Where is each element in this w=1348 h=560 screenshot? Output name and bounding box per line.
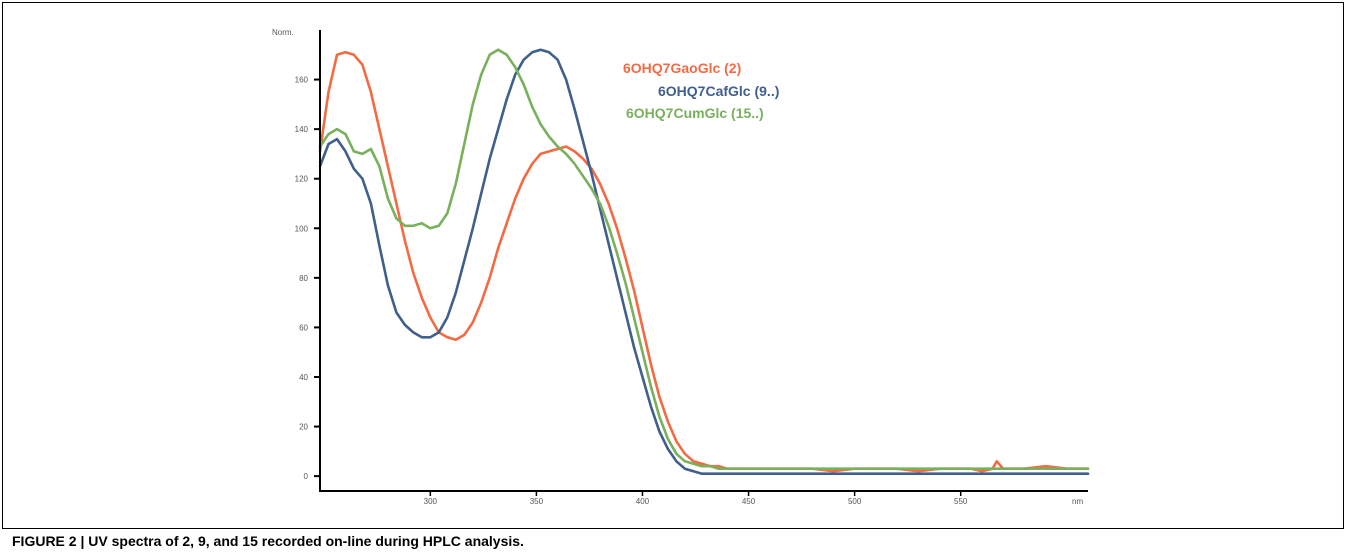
x-tick-label: 550: [954, 497, 968, 506]
uv-spectra-chart: Norm. 0 20 40 60 80 100 120 140 160 nm 300 350 400…: [272, 28, 1090, 506]
legend-label-series-2: 6OHQ7CafGlc (9..): [658, 83, 779, 99]
series-line-3: [318, 48, 1090, 471]
legend: 6OHQ7GaoGlc (2) 6OHQ7CafGlc (9..) 6OHQ7C…: [623, 60, 779, 121]
legend-label-series-1: 6OHQ7GaoGlc (2): [623, 60, 741, 76]
y-tick-label: 160: [295, 76, 309, 85]
series-line-2: [318, 48, 1090, 476]
y-unit-label: Norm.: [272, 28, 294, 37]
y-tick-label: 40: [299, 373, 308, 382]
x-unit-label: nm: [1072, 497, 1083, 506]
y-axis: Norm. 0 20 40 60 80 100 120 140 160: [272, 28, 321, 492]
series-line-1: [318, 50, 1090, 473]
x-tick-label: 500: [848, 497, 862, 506]
legend-label-series-3: 6OHQ7CumGlc (15..): [626, 105, 764, 121]
figure-caption: FIGURE 2 | UV spectra of 2, 9, and 15 re…: [12, 533, 524, 549]
y-tick-label: 20: [299, 423, 308, 432]
y-tick-label: 120: [295, 175, 309, 184]
y-tick-label: 0: [304, 472, 309, 481]
y-tick-label: 60: [299, 323, 308, 332]
figure-frame: [2, 2, 1344, 529]
y-tick-label: 80: [299, 274, 308, 283]
x-tick-label: 450: [742, 497, 756, 506]
x-tick-label: 350: [530, 497, 544, 506]
plot-lines: [318, 48, 1090, 476]
x-tick-label: 400: [636, 497, 650, 506]
x-tick-label: 300: [424, 497, 438, 506]
y-tick-label: 140: [295, 125, 309, 134]
x-axis: nm 300 350 400 450 500 550: [320, 490, 1088, 506]
y-tick-label: 100: [295, 224, 309, 233]
